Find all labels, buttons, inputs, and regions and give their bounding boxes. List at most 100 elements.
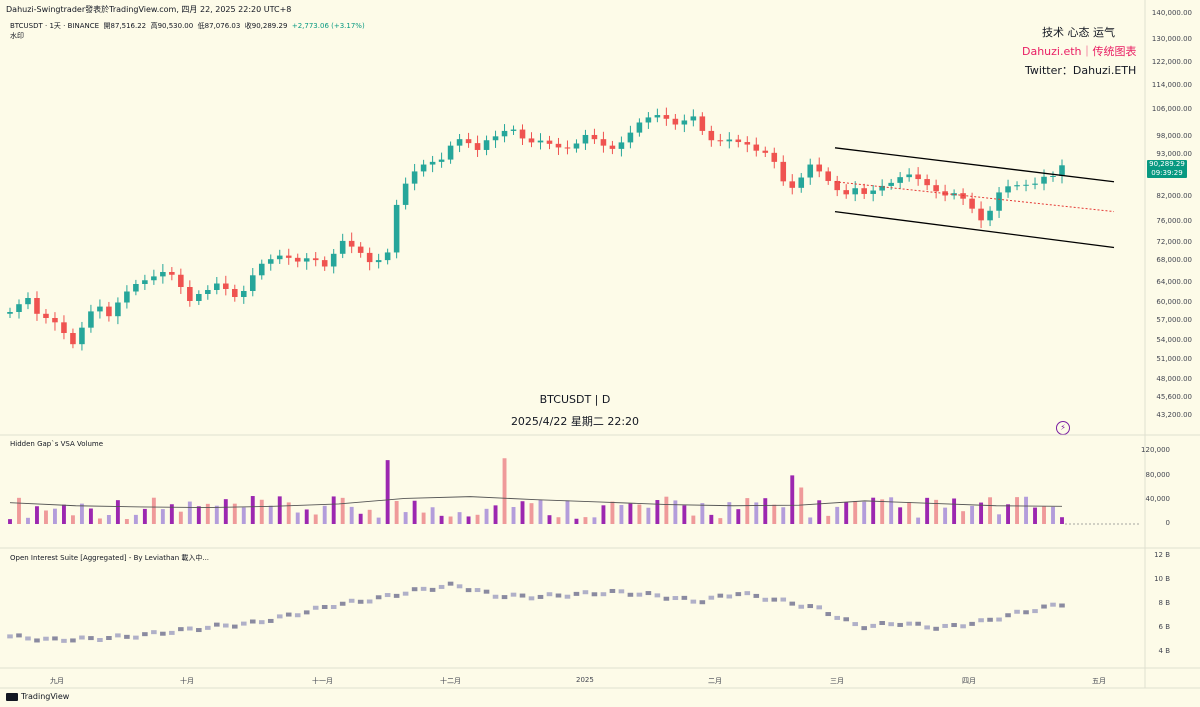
oi-bar: [169, 630, 175, 635]
candle-body: [52, 318, 58, 323]
candle-body: [357, 246, 364, 253]
candle-body: [321, 260, 328, 267]
oi-bar: [672, 596, 679, 601]
candle-body: [97, 306, 103, 312]
oi-bar: [780, 597, 787, 602]
candle-body: [519, 129, 526, 139]
candle-body: [888, 182, 894, 186]
candle-body: [906, 174, 912, 178]
oi-bar: [645, 591, 652, 596]
candle-body: [699, 116, 706, 131]
oi-bar: [573, 591, 580, 596]
candle-body: [88, 311, 94, 328]
price-axis-tick: 98,000.00: [1156, 132, 1192, 140]
oi-bar: [223, 623, 229, 628]
oi-bar: [1059, 603, 1065, 608]
symbol-name[interactable]: BTCUSDT · 1天 · BINANCE: [10, 22, 100, 30]
candle-body: [483, 140, 490, 150]
oi-bar: [205, 625, 211, 630]
oi-bar: [483, 589, 490, 594]
price-axis-tick: 122,000.00: [1151, 58, 1192, 66]
candle-body: [366, 252, 373, 263]
candle-body: [169, 272, 175, 275]
candle-body: [429, 161, 436, 165]
candle-body: [690, 116, 697, 121]
candle-body: [25, 298, 31, 305]
price-axis-tick: 43,200.00: [1156, 411, 1192, 419]
oi-bar: [348, 598, 355, 603]
candle-body: [573, 143, 580, 149]
candle-body: [852, 188, 858, 195]
oi-bar: [16, 633, 22, 638]
volume-axis-tick: 120,000: [1141, 446, 1170, 454]
symbol-legend: BTCUSDT · 1天 · BINANCE 開87,516.22 高90,53…: [10, 22, 365, 30]
candle-body: [420, 164, 427, 172]
candle-body: [672, 118, 679, 125]
oi-bar: [537, 594, 544, 599]
candle-body: [43, 313, 49, 318]
time-axis-tick: 十二月: [440, 677, 461, 685]
oi-bar: [789, 601, 796, 606]
oi-bar: [357, 599, 364, 604]
candle-body: [942, 191, 948, 196]
oi-bar: [330, 604, 337, 609]
candle-body: [591, 134, 598, 140]
oi-bar: [735, 592, 742, 597]
price-axis-tick: 48,000.00: [1156, 375, 1192, 383]
oi-bar: [933, 626, 939, 631]
oi-bar: [753, 593, 760, 598]
candle-body: [933, 185, 939, 192]
oi-bar: [492, 594, 499, 599]
oi-bar: [636, 592, 643, 597]
candle-body: [1032, 183, 1038, 185]
oi-bar: [807, 604, 814, 609]
last-price-tag: 90,289.29 09:39:29: [1147, 160, 1187, 178]
candle-body: [879, 185, 885, 191]
watermark-label[interactable]: 水印: [10, 32, 24, 40]
oi-bar: [178, 627, 184, 632]
oi-bar: [384, 593, 391, 598]
candle-body: [816, 164, 823, 172]
oi-bar: [447, 581, 454, 586]
candle-body: [205, 290, 211, 294]
candle-body: [1005, 186, 1011, 193]
oi-bar: [402, 591, 409, 596]
oi-bar: [600, 592, 607, 597]
channel-mid-line: [834, 181, 1115, 213]
oi-bar: [591, 592, 598, 597]
candle-body: [339, 240, 346, 254]
price-axis-tick: 72,000.00: [1156, 238, 1192, 246]
price-axis-tick: 76,000.00: [1156, 217, 1192, 225]
candle-body: [726, 139, 733, 142]
candle-body: [1050, 176, 1056, 177]
oi-bar: [717, 593, 724, 598]
price-axis-tick: 57,000.00: [1156, 316, 1192, 324]
price-axis-tick: 51,000.00: [1156, 355, 1192, 363]
oi-bar: [609, 588, 616, 593]
oi-bar: [61, 638, 67, 643]
candle-body: [393, 204, 400, 253]
oi-bar: [861, 626, 867, 631]
channel-upper-line: [834, 147, 1115, 183]
candle-body: [609, 145, 616, 149]
candle-body: [240, 291, 247, 297]
volume-pane-label[interactable]: Hidden Gap`s VSA Volume: [10, 440, 104, 448]
oi-bar: [249, 619, 256, 624]
candle-body: [582, 134, 589, 144]
oi-bar: [870, 623, 876, 628]
candle-body: [510, 129, 517, 131]
volume-axis-tick: 80,000: [1145, 471, 1171, 479]
oi-bar: [97, 637, 103, 642]
oi-bar: [1014, 609, 1020, 614]
oi-bar: [276, 614, 283, 619]
oi-bar: [393, 593, 400, 598]
oi-bar: [708, 595, 715, 600]
oi-bar: [240, 621, 247, 626]
oi-bar: [420, 586, 427, 591]
candle-body: [330, 253, 337, 267]
watermark-line3: Twitter：Dahuzi.ETH: [1025, 64, 1137, 77]
candle-body: [133, 284, 139, 292]
oi-bar: [25, 636, 31, 641]
oi-pane-label[interactable]: Open Interest Suite [Aggregated] - By Le…: [10, 554, 210, 562]
